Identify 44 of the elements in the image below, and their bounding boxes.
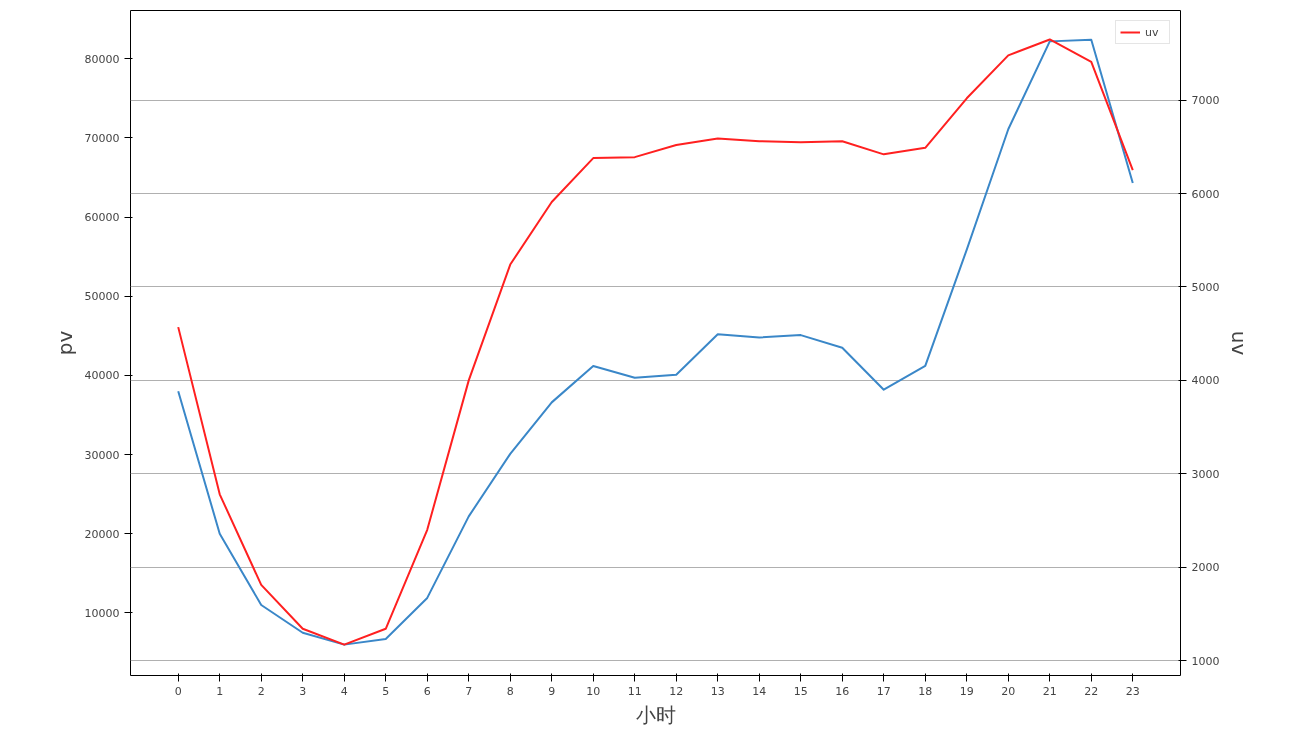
x-tick-label: 6 (423, 684, 431, 698)
y-tick-label: 20000 (84, 527, 120, 541)
x-tick-label: 8 (506, 684, 514, 698)
y-tick-label: 30000 (84, 448, 120, 462)
y2-tick-label: 1000 (1191, 654, 1220, 668)
y-axis-title: pv (52, 330, 77, 356)
x-tick-label: 14 (752, 684, 767, 698)
y-tick-label: 80000 (84, 52, 120, 66)
x-tick-label: 21 (1042, 684, 1057, 698)
x-tick-label: 11 (627, 684, 642, 698)
y-tick-label: 60000 (84, 211, 120, 225)
y2-tick-label: 4000 (1191, 374, 1220, 388)
y2-axis-title: uv (1227, 330, 1252, 356)
x-tick-label: 22 (1084, 684, 1099, 698)
x-tick-label: 23 (1125, 684, 1140, 698)
y2-tick-label: 3000 (1191, 467, 1220, 481)
x-tick-label: 16 (835, 684, 850, 698)
x-tick-label: 19 (959, 684, 974, 698)
x-tick-label: 18 (918, 684, 933, 698)
x-tick-label: 0 (174, 684, 182, 698)
legend-label: uv (1145, 25, 1160, 39)
x-tick-label: 5 (382, 684, 390, 698)
line-series (177, 38, 1134, 646)
x-axis-title: 小时 (635, 702, 676, 727)
y2-tick-label: 6000 (1191, 187, 1220, 201)
x-tick-label: 15 (793, 684, 808, 698)
y-tick-label: 40000 (84, 369, 120, 383)
x-tick-label: 20 (1001, 684, 1016, 698)
x-tick-label: 2 (257, 684, 265, 698)
x-tick-label: 1 (216, 684, 224, 698)
y2-tick-label: 5000 (1191, 280, 1220, 294)
x-tick-label: 4 (340, 684, 348, 698)
y2-tick-label: 2000 (1191, 561, 1220, 575)
x-tick-label: 17 (876, 684, 891, 698)
x-tick-label: 10 (586, 684, 601, 698)
y2-tick-label: 7000 (1191, 94, 1220, 108)
x-tick-label: 7 (465, 684, 473, 698)
x-tick-label: 13 (710, 684, 725, 698)
x-tick-label: 9 (548, 684, 556, 698)
x-tick-label: 3 (299, 684, 307, 698)
y-tick-label: 10000 (84, 606, 120, 620)
y-tick-label: 50000 (84, 290, 120, 304)
x-tick-label: 12 (669, 684, 684, 698)
y-tick-label: 70000 (84, 131, 120, 145)
